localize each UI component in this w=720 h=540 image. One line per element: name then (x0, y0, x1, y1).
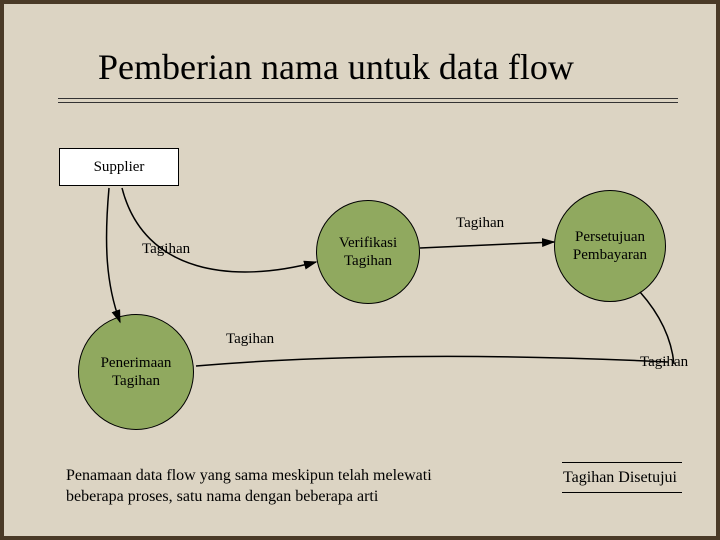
node-verifikasi: VerifikasiTagihan (316, 200, 420, 304)
side-rule-top (562, 462, 682, 463)
title-divider (58, 98, 678, 102)
node-penerimaan-label: PenerimaanTagihan (101, 354, 172, 390)
node-penerimaan: PenerimaanTagihan (78, 314, 194, 430)
node-persetujuan-label: PersetujuanPembayaran (573, 228, 647, 264)
edge-label-3: Tagihan (226, 331, 274, 348)
slide-title: Pemberian nama untuk data flow (98, 46, 574, 88)
side-rule-bottom (562, 492, 682, 493)
node-verifikasi-label: VerifikasiTagihan (339, 234, 397, 270)
slide: Pemberian nama untuk data flow Supplier … (0, 0, 720, 540)
edge-label-0: Tagihan (142, 241, 190, 258)
node-persetujuan: PersetujuanPembayaran (554, 190, 666, 302)
side-label: Tagihan Disetujui (563, 469, 677, 487)
node-supplier: Supplier (59, 148, 179, 186)
edge-label-4: Tagihan (640, 354, 688, 371)
caption: Penamaan data flow yang sama meskipun te… (66, 466, 466, 508)
edge-label-2: Tagihan (456, 215, 504, 232)
node-supplier-label: Supplier (94, 158, 145, 176)
